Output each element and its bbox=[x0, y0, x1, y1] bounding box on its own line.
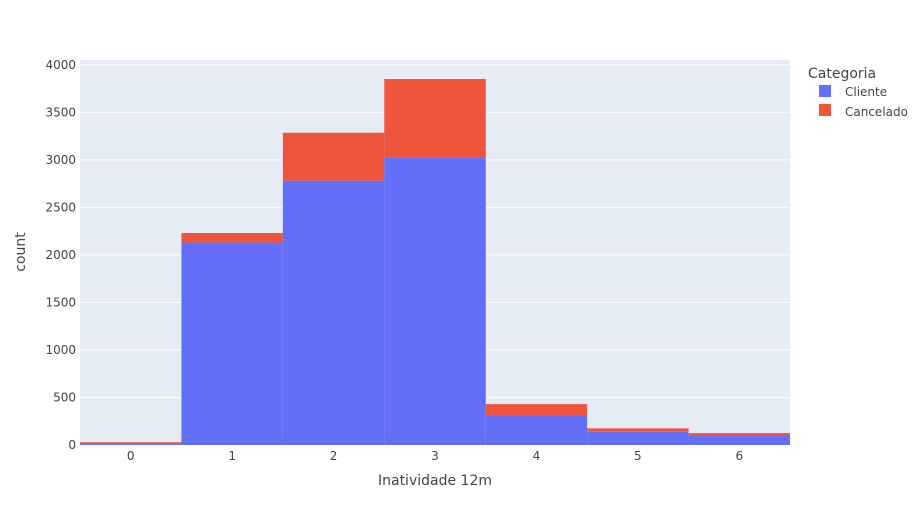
bar-cancelado-4[interactable] bbox=[485, 404, 588, 417]
y-tick-label: 1500 bbox=[45, 295, 76, 309]
y-axis-title: count bbox=[13, 232, 29, 272]
bar-cliente-0[interactable] bbox=[80, 443, 182, 445]
bars bbox=[80, 79, 790, 445]
legend-swatch-cliente[interactable] bbox=[819, 85, 831, 97]
x-tick-label: 5 bbox=[634, 449, 642, 463]
bar-cliente-3[interactable] bbox=[384, 157, 486, 445]
bar-cliente-4[interactable] bbox=[485, 416, 588, 445]
legend-title: Categoria bbox=[808, 66, 876, 82]
x-axis-title: Inatividade 12m bbox=[378, 473, 492, 489]
bar-cliente-6[interactable] bbox=[688, 435, 790, 445]
bar-cliente-5[interactable] bbox=[587, 431, 689, 445]
y-tick-label: 2000 bbox=[45, 248, 76, 262]
x-tick-label: 2 bbox=[330, 449, 338, 463]
bar-cancelado-0[interactable] bbox=[80, 442, 182, 444]
x-tick-label: 6 bbox=[735, 449, 743, 463]
y-tick-label: 3000 bbox=[45, 153, 76, 167]
x-tick-labels: 0 1 2 3 4 5 6 bbox=[127, 449, 743, 463]
x-tick-label: 0 bbox=[127, 449, 135, 463]
y-tick-label: 1000 bbox=[45, 343, 76, 357]
bar-cancelado-6[interactable] bbox=[688, 433, 790, 436]
y-tick-label: 2500 bbox=[45, 200, 76, 214]
bar-cancelado-3[interactable] bbox=[384, 79, 486, 158]
y-tick-label: 4000 bbox=[45, 58, 76, 72]
legend: Categoria Cliente Cancelado bbox=[808, 66, 908, 119]
x-tick-label: 3 bbox=[431, 449, 439, 463]
bar-cliente-2[interactable] bbox=[282, 180, 385, 445]
bar-cancelado-2[interactable] bbox=[282, 132, 385, 181]
bar-cancelado-1[interactable] bbox=[181, 233, 283, 243]
x-tick-label: 4 bbox=[533, 449, 541, 463]
legend-label-cliente[interactable]: Cliente bbox=[845, 85, 887, 99]
y-tick-label: 500 bbox=[53, 390, 76, 404]
x-tick-label: 1 bbox=[228, 449, 236, 463]
bar-cancelado-5[interactable] bbox=[587, 428, 689, 432]
y-tick-labels: 0 500 1000 1500 2000 2500 3000 3500 4000 bbox=[45, 58, 76, 452]
legend-label-cancelado[interactable]: Cancelado bbox=[845, 105, 908, 119]
legend-swatch-cancelado[interactable] bbox=[819, 104, 831, 116]
y-tick-label: 3500 bbox=[45, 105, 76, 119]
y-tick-label: 0 bbox=[68, 438, 76, 452]
bar-cliente-1[interactable] bbox=[181, 242, 283, 445]
